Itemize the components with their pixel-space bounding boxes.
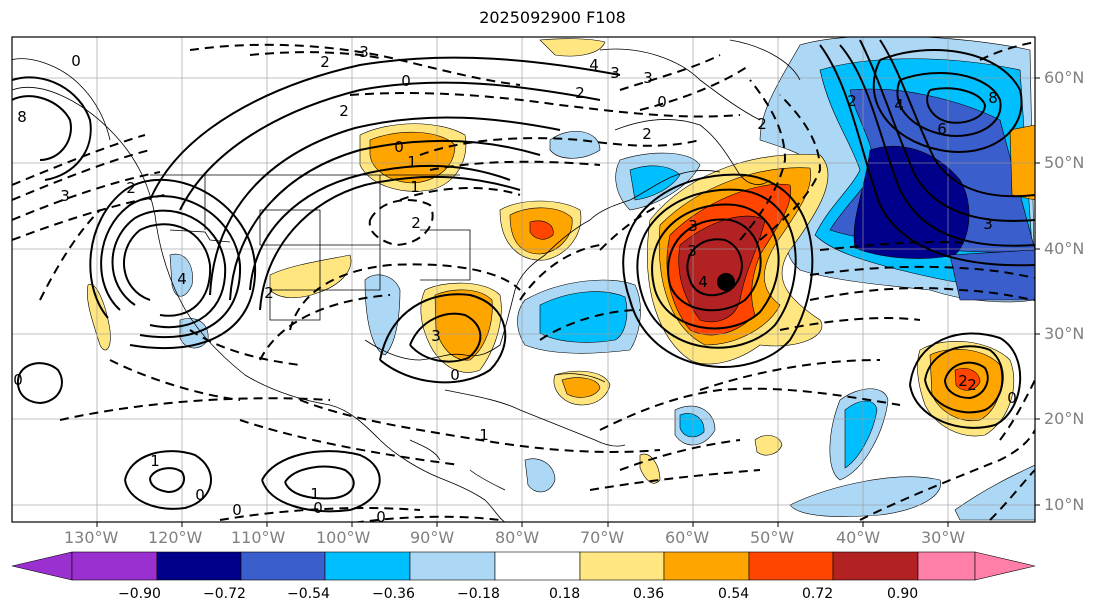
lon-label: 60°W xyxy=(665,528,710,547)
colorbar-bin xyxy=(917,551,976,581)
contour-label: 8 xyxy=(17,108,27,126)
contour-label: 4 xyxy=(698,273,708,291)
colorbar-label: 0.36 xyxy=(633,586,665,602)
map-title: 2025092900 F108 xyxy=(479,8,626,27)
lon-label: 50°W xyxy=(750,528,795,547)
lat-label: 50°N xyxy=(1044,153,1085,172)
contour-label: 2 xyxy=(958,372,968,390)
colorbar-label: −0.90 xyxy=(118,586,161,602)
contour-label: 3 xyxy=(431,327,441,345)
lat-label: 30°N xyxy=(1044,324,1085,343)
contour-label: 8 xyxy=(988,89,998,107)
contour-label: 2 xyxy=(847,92,857,110)
colorbar-label: −0.36 xyxy=(372,586,415,602)
colorbar-label: 0.90 xyxy=(887,586,919,602)
map-frame xyxy=(11,36,1036,523)
lat-label: 10°N xyxy=(1044,495,1085,514)
lat-label: 20°N xyxy=(1044,409,1085,428)
contour-label: 1 xyxy=(407,153,417,171)
contour-label: 2 xyxy=(411,214,421,232)
contour-label: 3 xyxy=(610,64,620,82)
colorbar-bin xyxy=(748,551,834,581)
contour-label: 1 xyxy=(479,426,489,444)
contour-label-group: 3 2 0 2 3 8 4 3 2 1 0 2 3 2 0 8 6 4 2 4 … xyxy=(13,43,1017,526)
anomaly-shading xyxy=(87,37,1035,521)
contour-label: 2 xyxy=(126,179,136,197)
contour-label: 2 xyxy=(320,53,330,71)
colorbar-bin xyxy=(832,551,919,581)
contour-label: 0 xyxy=(1007,389,1017,407)
contour-label: 2 xyxy=(575,84,585,102)
contour-label: 0 xyxy=(232,501,242,519)
contour-label: 0 xyxy=(394,138,404,156)
contour-label: 0 xyxy=(71,52,81,70)
contour-label: 4 xyxy=(894,96,904,114)
colorbar xyxy=(11,551,1036,581)
axis-ticks xyxy=(96,77,1040,527)
colorbar-bin xyxy=(71,551,158,581)
contour-label: 6 xyxy=(937,120,947,138)
contour-label: 1 xyxy=(150,452,160,470)
contour-label: 4 xyxy=(589,56,599,74)
lon-label: 70°W xyxy=(580,528,625,547)
colorbar-label: 0.18 xyxy=(549,586,581,602)
contour-label: 2 xyxy=(642,125,652,143)
colorbar-bin xyxy=(156,551,242,581)
contour-label: 0 xyxy=(401,72,411,90)
lon-label: 40°W xyxy=(836,528,881,547)
contour-label: 0 xyxy=(450,366,460,384)
colorbar-label: −0.72 xyxy=(203,586,246,602)
lon-label: 130°W xyxy=(64,528,119,547)
contour-label: 2 xyxy=(264,284,274,302)
contour-label: 3 xyxy=(687,242,697,260)
colorbar-extend-low xyxy=(11,551,73,581)
contour-label: 2 xyxy=(757,115,767,133)
lat-label: 40°N xyxy=(1044,239,1085,258)
contour-label: 2 xyxy=(339,102,349,120)
storm-center-dot xyxy=(717,273,735,291)
lon-label: 90°W xyxy=(410,528,455,547)
coastlines xyxy=(12,39,801,522)
contour-label: 4 xyxy=(177,270,187,288)
contour-label: 0 xyxy=(376,508,386,526)
contour-label: 2 xyxy=(967,376,977,394)
contour-lines xyxy=(12,39,1035,513)
lon-label: 30°W xyxy=(921,528,966,547)
contour-label: 0 xyxy=(195,486,205,504)
contour-label: 1 xyxy=(310,485,320,503)
colorbar-label: −0.18 xyxy=(457,586,500,602)
colorbar-bin xyxy=(324,551,411,581)
colorbar-label: 0.72 xyxy=(802,586,834,602)
colorbar-extend-high xyxy=(974,551,1036,581)
contour-label: 3 xyxy=(983,215,993,233)
colorbar-label: −0.54 xyxy=(287,586,330,602)
contour-label: 3 xyxy=(643,69,653,87)
contour-label: 0 xyxy=(313,499,323,517)
contour-label: 1 xyxy=(410,178,420,196)
contour-label: 0 xyxy=(657,93,667,111)
colorbar-label: 0.54 xyxy=(718,586,750,602)
lat-label: 60°N xyxy=(1044,68,1085,87)
contour-label: 0 xyxy=(13,371,23,389)
lon-label: 100°W xyxy=(316,528,371,547)
colorbar-bin xyxy=(579,551,665,581)
colorbar-bin xyxy=(240,551,326,581)
lon-label: 110°W xyxy=(231,528,286,547)
lon-label: 120°W xyxy=(148,528,203,547)
lon-label: 80°W xyxy=(495,528,540,547)
contour-label: 3 xyxy=(688,217,698,235)
contour-label: 3 xyxy=(359,43,369,61)
graticule xyxy=(12,37,1035,522)
colorbar-bin xyxy=(494,551,581,581)
contour-label: 3 xyxy=(60,187,70,205)
colorbar-bin xyxy=(663,551,750,581)
colorbar-bin xyxy=(409,551,496,581)
